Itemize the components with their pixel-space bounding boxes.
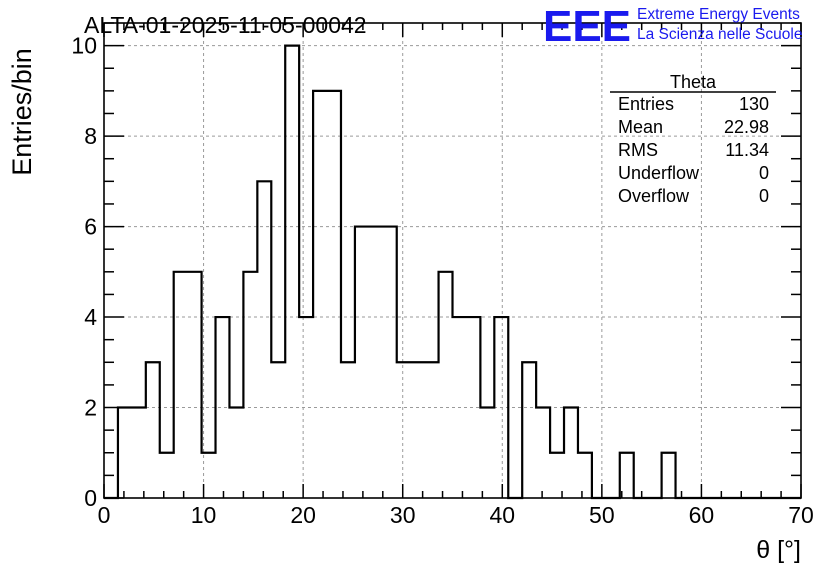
stats-label: RMS (618, 140, 658, 160)
eee-logo-line2: La Scienza nelle Scuole (637, 26, 802, 43)
x-tick-label: 70 (788, 502, 814, 528)
eee-logo-mark: EEE (543, 2, 631, 51)
stats-box: Theta Entries 130 Mean 22.98 RMS 11.34 Underfl… (610, 72, 776, 206)
stats-value: 22.98 (724, 117, 769, 137)
y-axis-label: Entries/bin (7, 48, 37, 176)
x-tick-labels: 0 10 20 30 40 50 60 70 (98, 502, 814, 528)
x-tick-label: 50 (589, 502, 615, 528)
stats-label: Overflow (618, 186, 690, 206)
x-tick-label: 0 (98, 502, 111, 528)
eee-logo: EEE Extreme Energy Events La Scienza nel… (543, 2, 802, 51)
y-tick-label: 8 (84, 123, 97, 149)
histogram-series (104, 44, 801, 500)
stats-title: Theta (670, 72, 717, 92)
y-tick-label: 0 (84, 485, 97, 511)
stats-value: 0 (759, 186, 769, 206)
x-tick-label: 40 (489, 502, 515, 528)
stats-label: Underflow (618, 163, 700, 183)
y-tick-label: 2 (84, 395, 97, 421)
stats-value: 130 (739, 94, 769, 114)
chart-title: ALTA-01-2025-11-05-00042 (84, 12, 367, 38)
stats-label: Entries (618, 94, 674, 114)
x-tick-label: 30 (390, 502, 416, 528)
stats-value: 11.34 (725, 140, 769, 160)
eee-logo-line1: Extreme Energy Events (637, 6, 800, 23)
x-tick-label: 60 (689, 502, 715, 528)
y-tick-label: 10 (71, 33, 97, 59)
y-tick-label: 4 (84, 304, 97, 330)
plot-frame (103, 22, 802, 499)
grid-lines (104, 23, 801, 498)
stats-label: Mean (618, 117, 663, 137)
y-tick-label: 6 (84, 214, 97, 240)
y-tick-labels: 0 2 4 6 8 10 (71, 33, 97, 511)
x-tick-label: 20 (290, 502, 316, 528)
axis-ticks (103, 22, 802, 499)
stats-value: 0 (759, 163, 769, 183)
x-tick-label: 10 (191, 502, 217, 528)
stats-rows: Entries 130 Mean 22.98 RMS 11.34 Underflow 0 Ove… (618, 94, 769, 206)
x-axis-label: θ [°] (756, 536, 801, 564)
